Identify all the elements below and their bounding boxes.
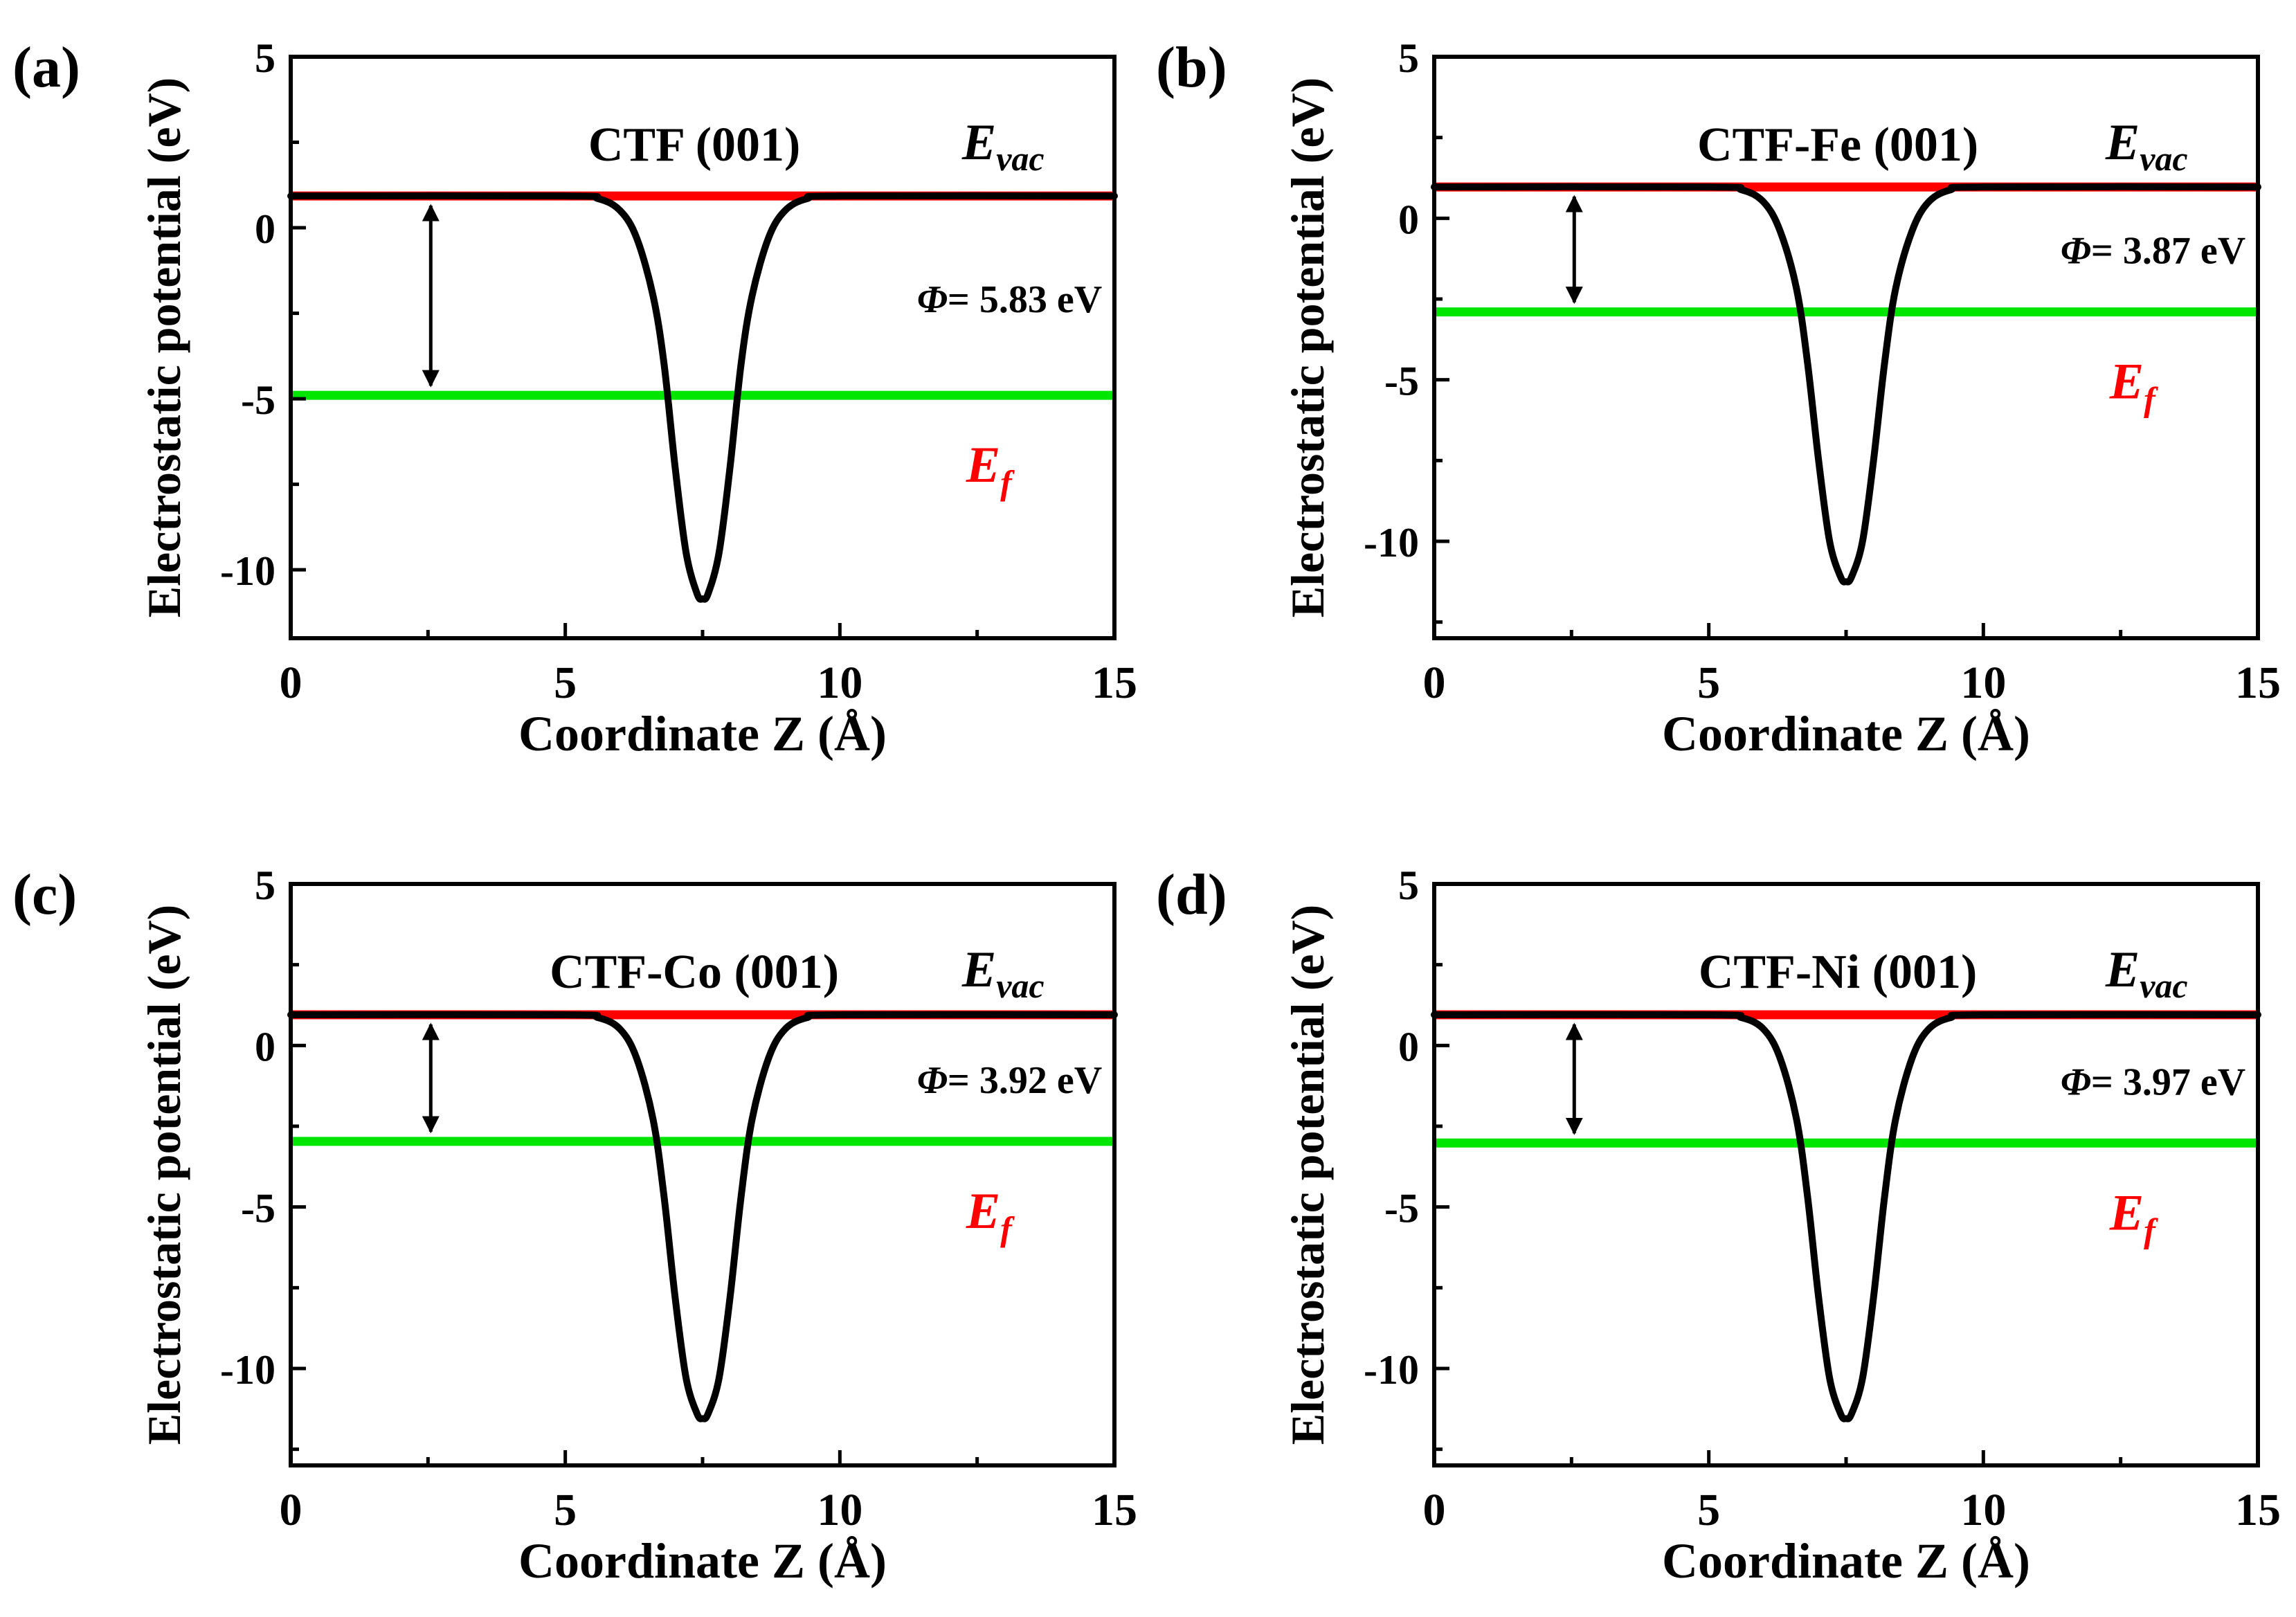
y-tick-label: 5: [255, 862, 275, 908]
panel-label: (c): [12, 862, 77, 927]
x-tick-label: 0: [1423, 658, 1446, 708]
x-tick-label: 0: [280, 658, 302, 708]
potential-curve: [287, 1011, 1118, 1422]
y-tick-label: -10: [1364, 1347, 1419, 1393]
vacuum-level-label-sub: vac: [996, 966, 1044, 1005]
y-tick-label: -5: [241, 1186, 275, 1231]
work-function-value: = 5.83 eV: [948, 278, 1102, 321]
y-tick-label: 5: [1398, 862, 1419, 908]
vacuum-level-label-main: E: [961, 941, 996, 998]
fermi-level-label-main: E: [966, 1183, 1000, 1240]
x-tick-label: 10: [817, 658, 862, 708]
y-tick-label: 5: [255, 35, 275, 81]
work-function-value: = 3.97 eV: [2091, 1060, 2245, 1103]
fermi-level-label: Ef: [2109, 354, 2158, 419]
x-axis-label: Coordinate Z (Å): [1662, 706, 2030, 761]
x-tick-label: 5: [554, 658, 577, 708]
x-tick-label: 5: [1697, 658, 1720, 708]
vacuum-level-label: Evac: [961, 941, 1045, 1005]
work-function-value: = 3.92 eV: [948, 1059, 1102, 1102]
fermi-level-label-main: E: [2109, 354, 2144, 410]
y-axis-label: Electrostatic potential (eV): [138, 905, 190, 1445]
y-tick-label: 0: [1398, 1024, 1419, 1069]
fermi-level-label: Ef: [966, 1183, 1015, 1248]
work-function-annotation: Φ= 3.97 eV: [2061, 1060, 2245, 1103]
x-axis-label: Coordinate Z (Å): [518, 1533, 887, 1589]
chart-title: CTF-Ni (001): [1699, 946, 1977, 999]
x-tick-label: 5: [554, 1485, 577, 1535]
work-function-annotation: Φ= 3.92 eV: [917, 1059, 1102, 1102]
panel-label: (a): [12, 35, 80, 100]
x-tick-label: 15: [1092, 658, 1137, 708]
x-tick-label: 15: [1092, 1485, 1137, 1535]
fermi-level-label-sub: f: [1000, 1209, 1015, 1248]
y-tick-label: 0: [255, 206, 275, 252]
x-tick-label: 0: [1423, 1485, 1446, 1535]
work-function-symbol: Φ: [917, 1059, 948, 1102]
y-axis-label: Electrostatic potential (eV): [138, 78, 190, 618]
vacuum-level-label: Evac: [2105, 114, 2188, 178]
y-tick-label: 5: [1398, 35, 1419, 81]
x-tick-label: 0: [280, 1485, 302, 1535]
x-tick-label: 15: [2235, 658, 2281, 708]
potential-curve: [287, 192, 1118, 603]
x-tick-label: 5: [1697, 1485, 1720, 1535]
work-function-value: = 3.87 eV: [2091, 230, 2245, 273]
x-axis-label: Coordinate Z (Å): [1662, 1533, 2030, 1589]
chart-title: CTF-Co (001): [550, 946, 839, 999]
y-tick-label: 0: [255, 1024, 275, 1069]
vacuum-level-label: Evac: [961, 114, 1045, 178]
panel-label: (d): [1156, 862, 1227, 927]
y-tick-label: -10: [220, 1347, 275, 1393]
y-axis-label: Electrostatic potential (eV): [1281, 905, 1334, 1445]
y-tick-label: -5: [241, 377, 275, 423]
y-axis-label: Electrostatic potential (eV): [1281, 78, 1334, 618]
y-tick-label: -10: [1364, 520, 1419, 566]
work-function-symbol: Φ: [917, 278, 948, 321]
y-tick-label: 0: [1398, 197, 1419, 242]
potential-curve: [1431, 1011, 2261, 1422]
work-function-symbol: Φ: [2061, 230, 2091, 273]
fermi-level-label-main: E: [2109, 1184, 2144, 1241]
x-axis-label: Coordinate Z (Å): [518, 706, 887, 761]
vacuum-level-label-main: E: [2105, 941, 2140, 998]
vacuum-level-label-sub: vac: [2140, 966, 2187, 1005]
x-tick-label: 10: [1960, 658, 2006, 708]
vacuum-level-label-sub: vac: [996, 139, 1044, 178]
fermi-level-label-sub: f: [2144, 1211, 2158, 1249]
fermi-level-label: Ef: [2109, 1184, 2158, 1249]
x-tick-label: 10: [1960, 1485, 2006, 1535]
fermi-level-label: Ef: [966, 437, 1015, 502]
x-tick-label: 10: [817, 1485, 862, 1535]
panel-label: (b): [1156, 35, 1227, 100]
vacuum-level-label-main: E: [2105, 114, 2140, 171]
vacuum-level-label-main: E: [961, 114, 996, 171]
work-function-annotation: Φ= 3.87 eV: [2061, 230, 2245, 273]
fermi-level-label-sub: f: [1000, 463, 1015, 502]
vacuum-level-label-sub: vac: [2140, 139, 2187, 178]
x-tick-label: 15: [2235, 1485, 2281, 1535]
fermi-level-label-sub: f: [2144, 380, 2158, 419]
chart-title: CTF-Fe (001): [1697, 118, 1978, 172]
chart-title: CTF (001): [588, 118, 801, 172]
work-function-annotation: Φ= 5.83 eV: [917, 278, 1102, 321]
vacuum-level-label: Evac: [2105, 941, 2188, 1005]
y-tick-label: -10: [220, 548, 275, 594]
fermi-level-label-main: E: [966, 437, 1000, 494]
potential-curve: [1431, 183, 2261, 586]
y-tick-label: -5: [1384, 359, 1419, 404]
y-tick-label: -5: [1384, 1186, 1419, 1231]
work-function-symbol: Φ: [2061, 1060, 2091, 1103]
